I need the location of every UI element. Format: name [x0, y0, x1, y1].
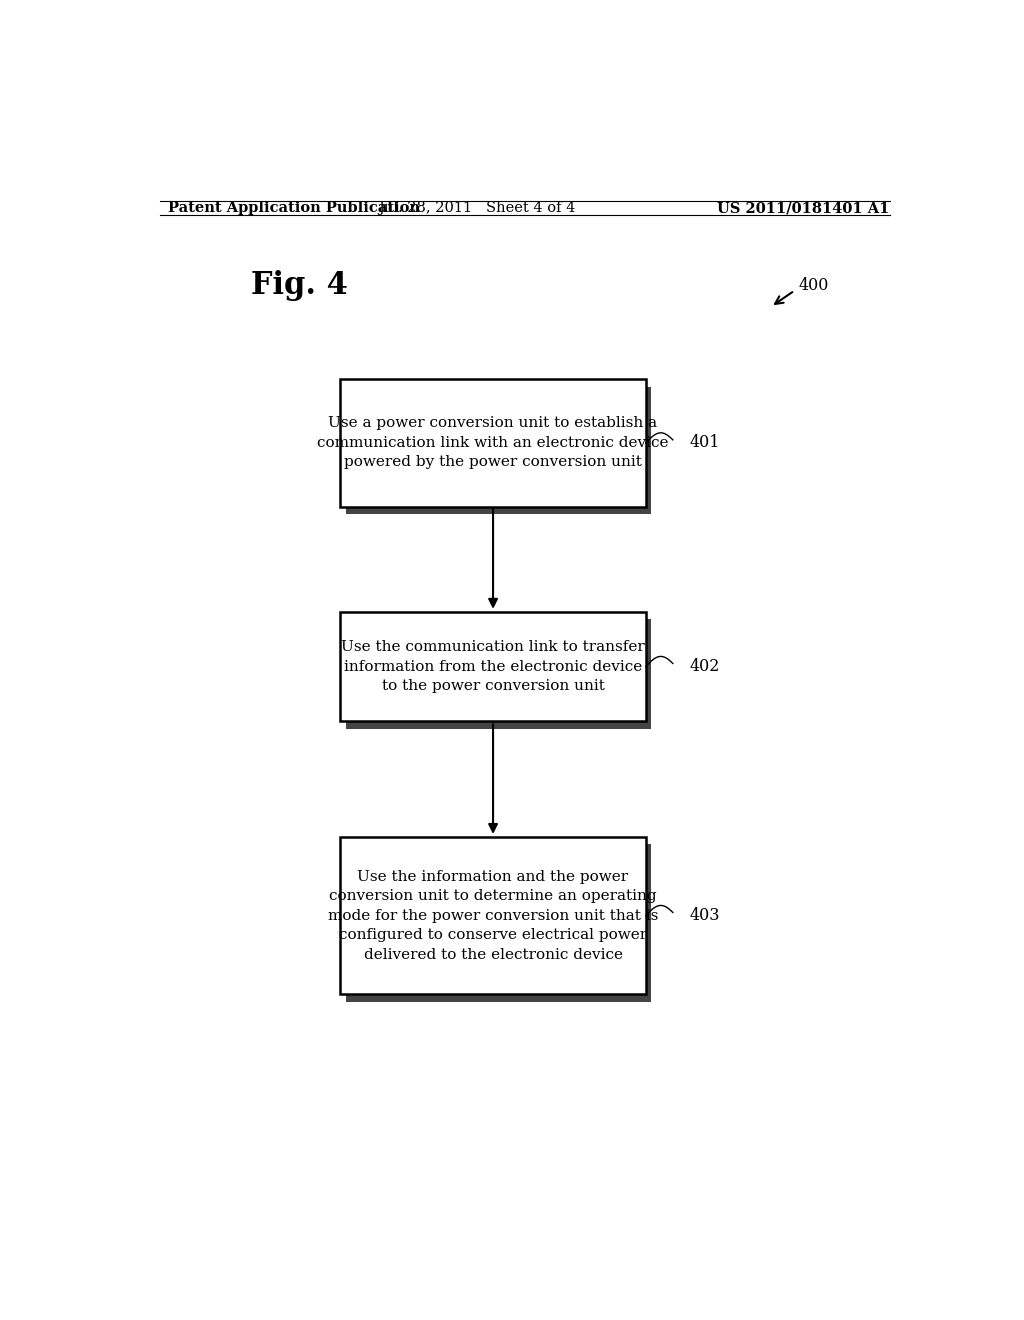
Text: Patent Application Publication: Patent Application Publication	[168, 201, 420, 215]
Bar	[346, 843, 651, 1002]
Text: US 2011/0181401 A1: US 2011/0181401 A1	[718, 201, 890, 215]
Text: Use a power conversion unit to establish a
communication link with an electronic: Use a power conversion unit to establish…	[317, 417, 669, 470]
Text: 403: 403	[689, 907, 720, 924]
Text: Use the communication link to transfer
information from the electronic device
to: Use the communication link to transfer i…	[341, 640, 645, 693]
Bar	[340, 611, 646, 722]
Bar	[346, 387, 651, 513]
Text: 401: 401	[689, 434, 720, 451]
Text: 400: 400	[799, 277, 829, 294]
Text: Use the information and the power
conversion unit to determine an operating
mode: Use the information and the power conver…	[328, 870, 658, 961]
Bar	[340, 837, 646, 994]
Bar	[340, 379, 646, 507]
Bar	[346, 619, 651, 729]
Text: Jul. 28, 2011   Sheet 4 of 4: Jul. 28, 2011 Sheet 4 of 4	[379, 201, 575, 215]
Text: 402: 402	[689, 659, 720, 675]
Text: Fig. 4: Fig. 4	[251, 271, 348, 301]
